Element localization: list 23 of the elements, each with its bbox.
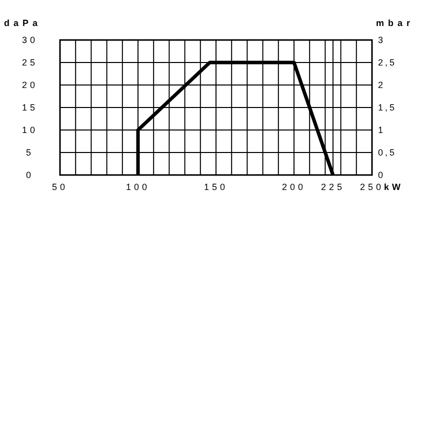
x-tick-label: 100 (126, 182, 150, 192)
y-tick-label: 10 (22, 125, 38, 135)
x-tick-label: 250 (360, 182, 384, 192)
x-tick-label: 200 (282, 182, 306, 192)
y2-tick-label: 3 (378, 35, 386, 45)
y2-tick-label: 0,5 (378, 148, 397, 158)
y-tick-label: 20 (22, 80, 38, 90)
y2-tick-label: 2 (378, 80, 386, 90)
y-tick-label: 30 (22, 35, 38, 45)
x-tick-label: 150 (204, 182, 228, 192)
x-tick-label: 50 (52, 182, 68, 192)
y2-tick-label: 2,5 (378, 58, 397, 68)
y-tick-label: 15 (22, 102, 38, 112)
y-tick-label: 25 (22, 58, 38, 68)
x-tick-label: 225 (320, 182, 346, 192)
x-axis-title: kW (384, 182, 404, 192)
y2-tick-label: 0 (378, 170, 386, 180)
y2-tick-label: 1,5 (378, 102, 397, 112)
y-axis-title: daPa (4, 18, 42, 28)
y2-tick-label: 1 (378, 125, 386, 135)
y-tick-label: 0 (26, 170, 34, 180)
y-tick-label: 5 (26, 148, 34, 158)
y2-axis-title: mbar (376, 18, 414, 28)
